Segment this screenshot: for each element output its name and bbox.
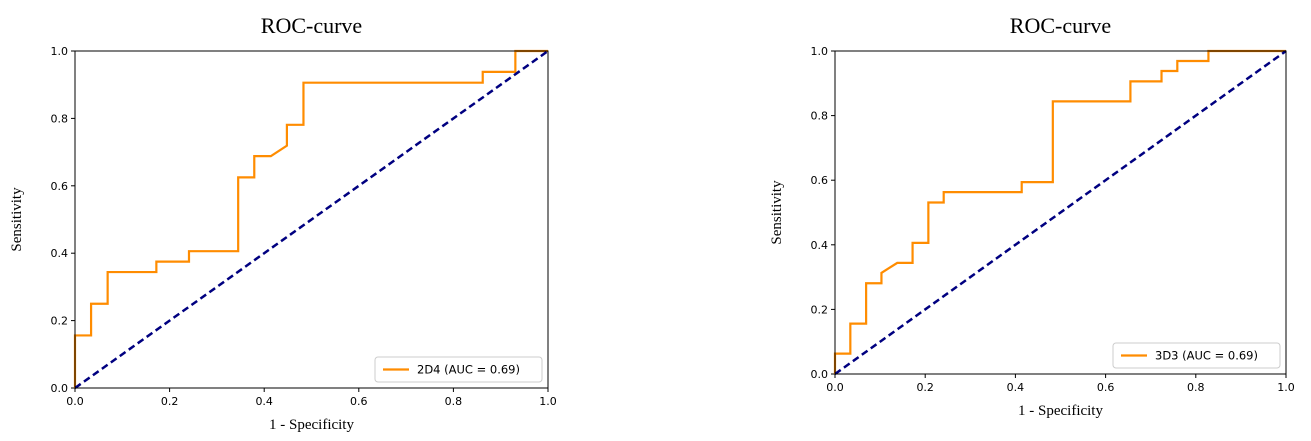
x-tick-label: 0.6 bbox=[1097, 381, 1115, 394]
roc-curve-line bbox=[833, 49, 1286, 374]
legend-box bbox=[1112, 342, 1281, 369]
legend-label: 3D3 (AUC = 0.69) bbox=[1155, 349, 1258, 363]
roc-chart-2d4: ROC-curve 0.0 0.2 0.4 0.6 0.8 1.0 0.0 0.2 0.4 0.6 0… bbox=[0, 0, 560, 441]
y-tick-label: 0.6 bbox=[51, 180, 69, 193]
plot-frame bbox=[74, 50, 549, 389]
x-tick-label: 1.0 bbox=[539, 395, 557, 408]
legend-box bbox=[374, 356, 543, 383]
x-axis-label: 1 - Specificity bbox=[1018, 403, 1103, 419]
y-axis-label: Sensitivity bbox=[769, 180, 785, 245]
roc-curve-line bbox=[73, 49, 548, 388]
y-tick-label: 0.2 bbox=[811, 303, 829, 316]
y-tick-label: 0.6 bbox=[811, 174, 829, 187]
chart-title: ROC-curve bbox=[261, 13, 362, 38]
x-tick-label: 0.0 bbox=[826, 381, 844, 394]
chance-diagonal-line bbox=[74, 49, 549, 390]
roc-chart-3d3: ROC-curve 0.0 0.2 0.4 0.6 0.8 1.0 0.0 0.2 0.4 0.6 0… bbox=[760, 0, 1305, 441]
y-axis-label: Sensitivity bbox=[9, 187, 25, 252]
y-tick-label: 0.8 bbox=[51, 112, 69, 125]
x-tick-label: 1.0 bbox=[1277, 381, 1295, 394]
y-tick-label: 0.4 bbox=[51, 247, 69, 260]
y-tick-label: 0.4 bbox=[811, 239, 829, 252]
y-tick-label: 0.0 bbox=[811, 368, 829, 381]
x-tick-label: 0.0 bbox=[66, 395, 84, 408]
x-tick-label: 0.2 bbox=[916, 381, 934, 394]
y-tick-label: 1.0 bbox=[51, 45, 69, 58]
y-tick-label: 0.8 bbox=[811, 110, 829, 123]
chance-diagonal-line bbox=[834, 49, 1287, 376]
x-tick-label: 0.6 bbox=[350, 395, 368, 408]
roc-chart-3d3-svg: ROC-curve 0.0 0.2 0.4 0.6 0.8 1.0 0.0 0.2 0.4 0.6 0… bbox=[769, 13, 1295, 419]
plot-frame bbox=[834, 50, 1287, 375]
x-tick-label: 0.8 bbox=[445, 395, 463, 408]
legend-label: 2D4 (AUC = 0.69) bbox=[417, 363, 520, 377]
y-tick-label: 1.0 bbox=[811, 45, 829, 58]
x-axis-label: 1 - Specificity bbox=[269, 417, 354, 433]
y-tick-label: 0.2 bbox=[51, 315, 69, 328]
x-tick-label: 0.2 bbox=[161, 395, 179, 408]
roc-chart-2d4-svg: ROC-curve 0.0 0.2 0.4 0.6 0.8 1.0 0.0 0.2 0.4 0.6 0… bbox=[9, 13, 557, 433]
x-tick-label: 0.8 bbox=[1187, 381, 1205, 394]
y-tick-label: 0.0 bbox=[51, 382, 69, 395]
x-tick-label: 0.4 bbox=[255, 395, 273, 408]
chart-title: ROC-curve bbox=[1010, 13, 1111, 38]
x-tick-label: 0.4 bbox=[1007, 381, 1025, 394]
